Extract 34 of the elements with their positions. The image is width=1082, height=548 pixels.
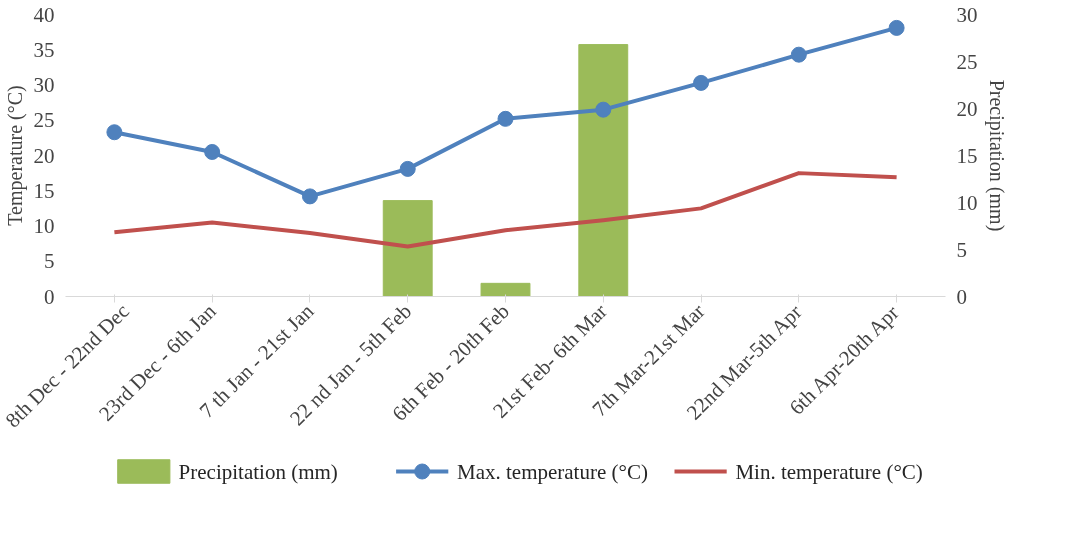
y-tick-label: 25 bbox=[33, 108, 55, 133]
y-tick-label: 20 bbox=[33, 143, 55, 168]
y2-tick-label: 20 bbox=[956, 96, 978, 121]
bar bbox=[578, 44, 629, 297]
point bbox=[693, 74, 710, 91]
point bbox=[301, 188, 318, 205]
point bbox=[595, 101, 612, 118]
y-tick-label: 40 bbox=[33, 2, 55, 27]
legend-label: Min. temperature (°C) bbox=[735, 459, 923, 484]
point bbox=[790, 46, 807, 63]
line-series bbox=[112, 171, 899, 249]
y-tick-label: 30 bbox=[33, 73, 55, 97]
y-tick-label: 5 bbox=[44, 249, 55, 274]
y-tick-label: 35 bbox=[33, 37, 55, 62]
y2-axis-title: Precipitation (mm) bbox=[984, 79, 1008, 232]
legend-label: Max. temperature (°C) bbox=[457, 459, 648, 484]
bar bbox=[480, 282, 531, 297]
y2-tick-label: 0 bbox=[956, 284, 967, 309]
y-tick-label: 10 bbox=[33, 214, 55, 238]
y-tick-label: 0 bbox=[44, 284, 55, 309]
point bbox=[106, 124, 123, 141]
point bbox=[399, 160, 416, 177]
y2-tick-label: 10 bbox=[956, 190, 978, 215]
y-axis-title: Temperature (°C) bbox=[3, 85, 27, 226]
y-tick-label: 15 bbox=[33, 178, 55, 203]
legend-label: Precipitation (mm) bbox=[178, 459, 338, 484]
y2-tick-label: 30 bbox=[956, 2, 978, 27]
y2-tick-label: 5 bbox=[956, 237, 967, 262]
point bbox=[888, 19, 905, 36]
point bbox=[204, 143, 221, 160]
point bbox=[497, 110, 514, 127]
y2-tick-label: 15 bbox=[956, 143, 978, 168]
bar bbox=[382, 200, 433, 297]
y2-tick-label: 25 bbox=[956, 49, 978, 74]
